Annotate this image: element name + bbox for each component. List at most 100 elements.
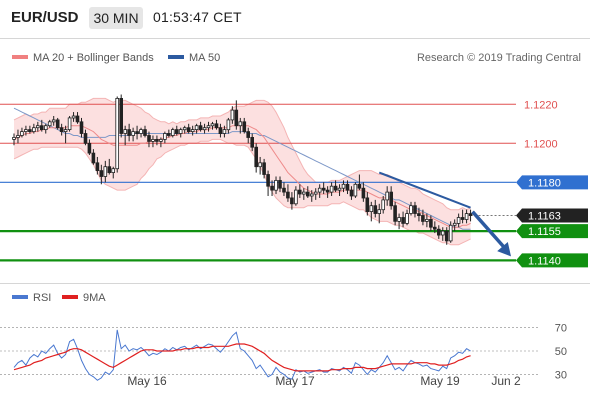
candle-body (270, 185, 274, 191)
candle-5 (32, 123, 36, 134)
legend-label-9ma: 9MA (83, 292, 106, 304)
candle-body (353, 183, 358, 197)
legend-label-ma50: MA 50 (189, 52, 220, 64)
candle-body (365, 197, 370, 212)
candle-39 (166, 129, 171, 138)
candle-84 (345, 180, 350, 195)
candle-body (448, 224, 453, 242)
level-tag-shape (516, 175, 588, 190)
candle-86 (353, 182, 358, 198)
candle-46 (194, 123, 199, 134)
candle-body (163, 133, 167, 140)
candle-body (75, 115, 80, 123)
candle-97 (397, 213, 401, 230)
candle-45 (190, 125, 195, 136)
level-tag-2: 1.1180 (516, 175, 588, 190)
candle-body (393, 205, 397, 222)
candle-body (166, 133, 171, 136)
candle-7 (40, 119, 44, 132)
candle-106 (432, 221, 437, 234)
resistance-trendline (378, 171, 471, 209)
candle-95 (389, 186, 393, 210)
candle-body (115, 98, 120, 170)
candle-body (321, 187, 326, 191)
candle-body (16, 135, 20, 138)
candle-body (357, 183, 362, 189)
candle-body (151, 138, 155, 142)
rsi-tick-0: 70 (555, 323, 567, 335)
candle-81 (333, 180, 338, 193)
candle-11 (55, 117, 60, 130)
level-label-5: 1.1140 (528, 255, 561, 267)
candle-43 (182, 125, 187, 134)
candle-body (95, 162, 100, 172)
candle-body (28, 129, 32, 133)
x-tick-0: May 16 (127, 374, 167, 388)
candle-body (417, 213, 421, 217)
candle-body (341, 183, 346, 189)
candle-83 (341, 180, 346, 193)
legend-label-rsi: RSI (33, 292, 51, 304)
candle-body (440, 230, 445, 236)
candle-89 (365, 192, 370, 216)
candle-body (230, 109, 235, 121)
candle-body (385, 191, 389, 201)
candle-body (159, 138, 163, 142)
candle-44 (186, 123, 191, 134)
candle-108 (440, 227, 445, 241)
candle-body (361, 187, 366, 199)
candle-body (425, 218, 429, 222)
candle-body (436, 228, 441, 236)
candle-body (99, 170, 104, 177)
candle-34 (147, 131, 151, 148)
candle-56 (234, 100, 239, 130)
candle-body (174, 129, 179, 134)
level-tag-shape (516, 253, 588, 268)
candle-28 (123, 125, 128, 146)
candle-body (345, 183, 350, 191)
candle-1 (16, 129, 20, 144)
level-tag-4: 1.1155 (516, 224, 588, 239)
candle-37 (159, 137, 163, 148)
candle-112 (456, 213, 461, 228)
candle-body (103, 166, 108, 177)
candle-9 (47, 119, 52, 128)
candle-body (309, 193, 314, 197)
candle-27 (119, 94, 124, 138)
candle-body (206, 125, 211, 129)
candle-body (135, 131, 139, 135)
candle-body (20, 131, 24, 136)
candle-body (329, 185, 334, 193)
candle-body (143, 129, 147, 136)
candle-body (369, 205, 374, 212)
candle-body (222, 129, 227, 134)
candle-59 (246, 127, 251, 144)
candle-41 (174, 125, 179, 136)
candle-53 (222, 125, 227, 138)
candle-body (381, 199, 385, 211)
candle-body (91, 152, 96, 164)
level-tag-5: 1.1140 (516, 253, 588, 268)
candle-35 (151, 135, 155, 148)
candle-85 (349, 186, 354, 200)
candle-23 (103, 160, 108, 183)
candle-36 (155, 135, 159, 146)
candle-body (190, 129, 195, 133)
candle-body (44, 125, 48, 130)
rsi-line (13, 329, 471, 381)
timeframe-badge[interactable]: 30 MIN (89, 7, 143, 29)
candle-body (452, 222, 457, 226)
candle-body (242, 121, 247, 133)
candle-61 (254, 143, 259, 173)
candle-body (67, 117, 72, 131)
candle-body (468, 213, 473, 217)
candle-0 (12, 133, 16, 146)
level-tag-3: 1.1163 (516, 208, 588, 223)
candle-66 (274, 176, 278, 195)
candle-55 (230, 106, 235, 124)
candle-body (32, 127, 36, 132)
candle-body (325, 189, 330, 193)
candle-body (127, 129, 131, 136)
candle-72 (297, 184, 302, 198)
